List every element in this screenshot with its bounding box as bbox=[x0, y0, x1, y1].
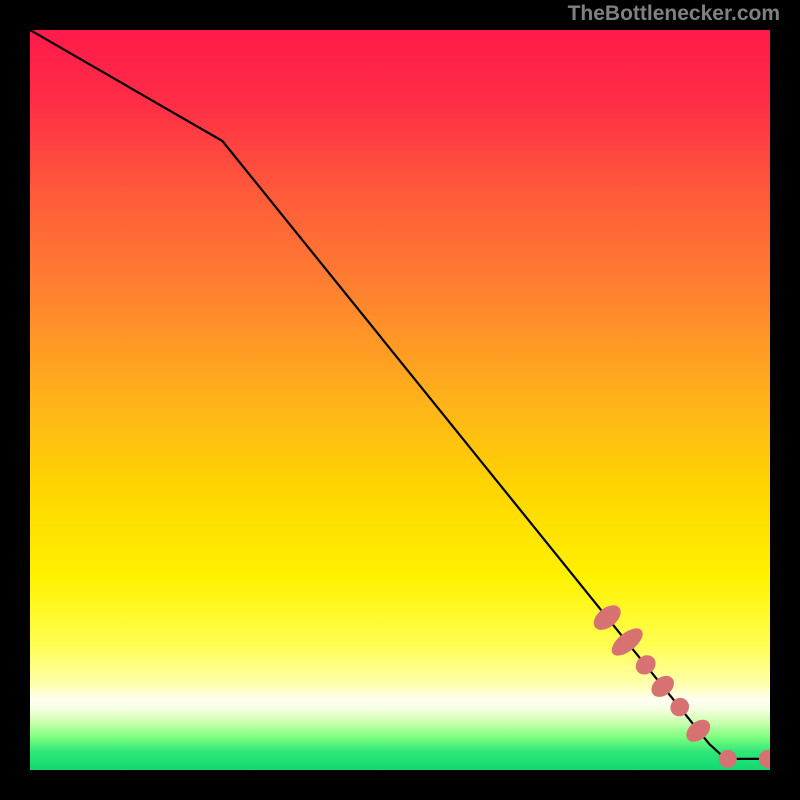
outer-frame: TheBottlenecker.com bbox=[0, 0, 800, 800]
background-gradient bbox=[30, 30, 770, 770]
attribution-label: TheBottlenecker.com bbox=[568, 2, 780, 26]
plot-area bbox=[30, 30, 770, 770]
